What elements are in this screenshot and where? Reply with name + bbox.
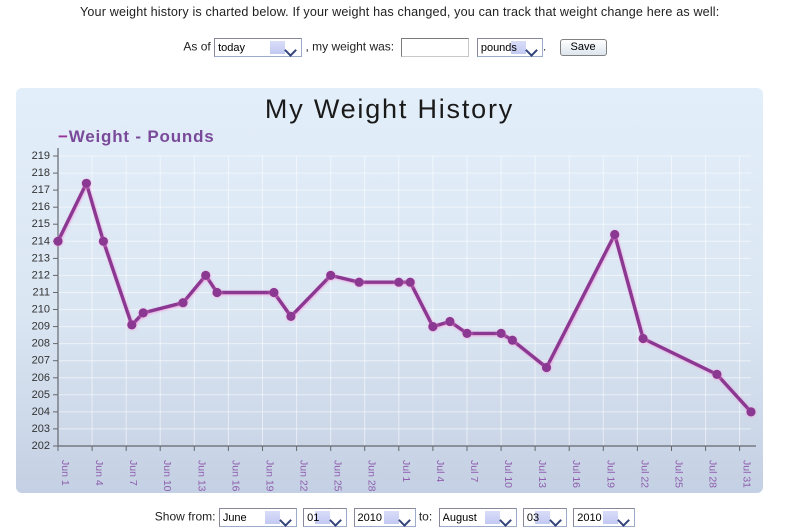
svg-text:Jul 31: Jul 31: [741, 460, 753, 488]
svg-text:208: 208: [32, 338, 50, 350]
svg-text:203: 203: [32, 423, 50, 435]
svg-text:Jun 4: Jun 4: [93, 460, 105, 486]
svg-text:Jun 7: Jun 7: [127, 460, 139, 486]
svg-text:216: 216: [32, 201, 50, 213]
svg-text:Jun 10: Jun 10: [161, 460, 173, 492]
svg-text:205: 205: [32, 389, 50, 401]
svg-text:Jun 25: Jun 25: [332, 460, 344, 492]
svg-text:Jun 28: Jun 28: [366, 460, 378, 492]
svg-text:213: 213: [32, 252, 50, 264]
svg-text:212: 212: [32, 269, 50, 281]
svg-text:211: 211: [32, 287, 50, 299]
svg-text:204: 204: [32, 406, 50, 418]
svg-text:Jun 19: Jun 19: [264, 460, 276, 492]
svg-text:218: 218: [32, 167, 50, 179]
svg-text:Jul 13: Jul 13: [536, 460, 548, 488]
svg-text:Jul 25: Jul 25: [673, 460, 685, 488]
svg-text:Jul 4: Jul 4: [434, 460, 446, 482]
svg-text:217: 217: [32, 184, 50, 196]
svg-text:Jun 1: Jun 1: [59, 460, 71, 486]
svg-text:Jul 22: Jul 22: [638, 460, 650, 488]
svg-text:Jul 16: Jul 16: [570, 460, 582, 488]
svg-text:Jul 28: Jul 28: [707, 460, 719, 488]
svg-text:206: 206: [32, 372, 50, 384]
svg-text:Jul 19: Jul 19: [604, 460, 616, 488]
svg-text:202: 202: [32, 440, 50, 452]
svg-text:214: 214: [32, 235, 50, 247]
svg-text:Jun 22: Jun 22: [298, 460, 310, 492]
svg-text:Jun 13: Jun 13: [195, 460, 207, 492]
svg-text:210: 210: [32, 304, 50, 316]
svg-text:219: 219: [32, 150, 50, 162]
svg-text:Jun 16: Jun 16: [229, 460, 241, 492]
svg-text:Jul 10: Jul 10: [502, 460, 514, 488]
svg-text:209: 209: [32, 321, 50, 333]
svg-text:215: 215: [32, 218, 50, 230]
svg-text:Jul 1: Jul 1: [400, 460, 412, 482]
svg-text:Jul 7: Jul 7: [468, 460, 480, 482]
svg-text:207: 207: [32, 355, 50, 367]
